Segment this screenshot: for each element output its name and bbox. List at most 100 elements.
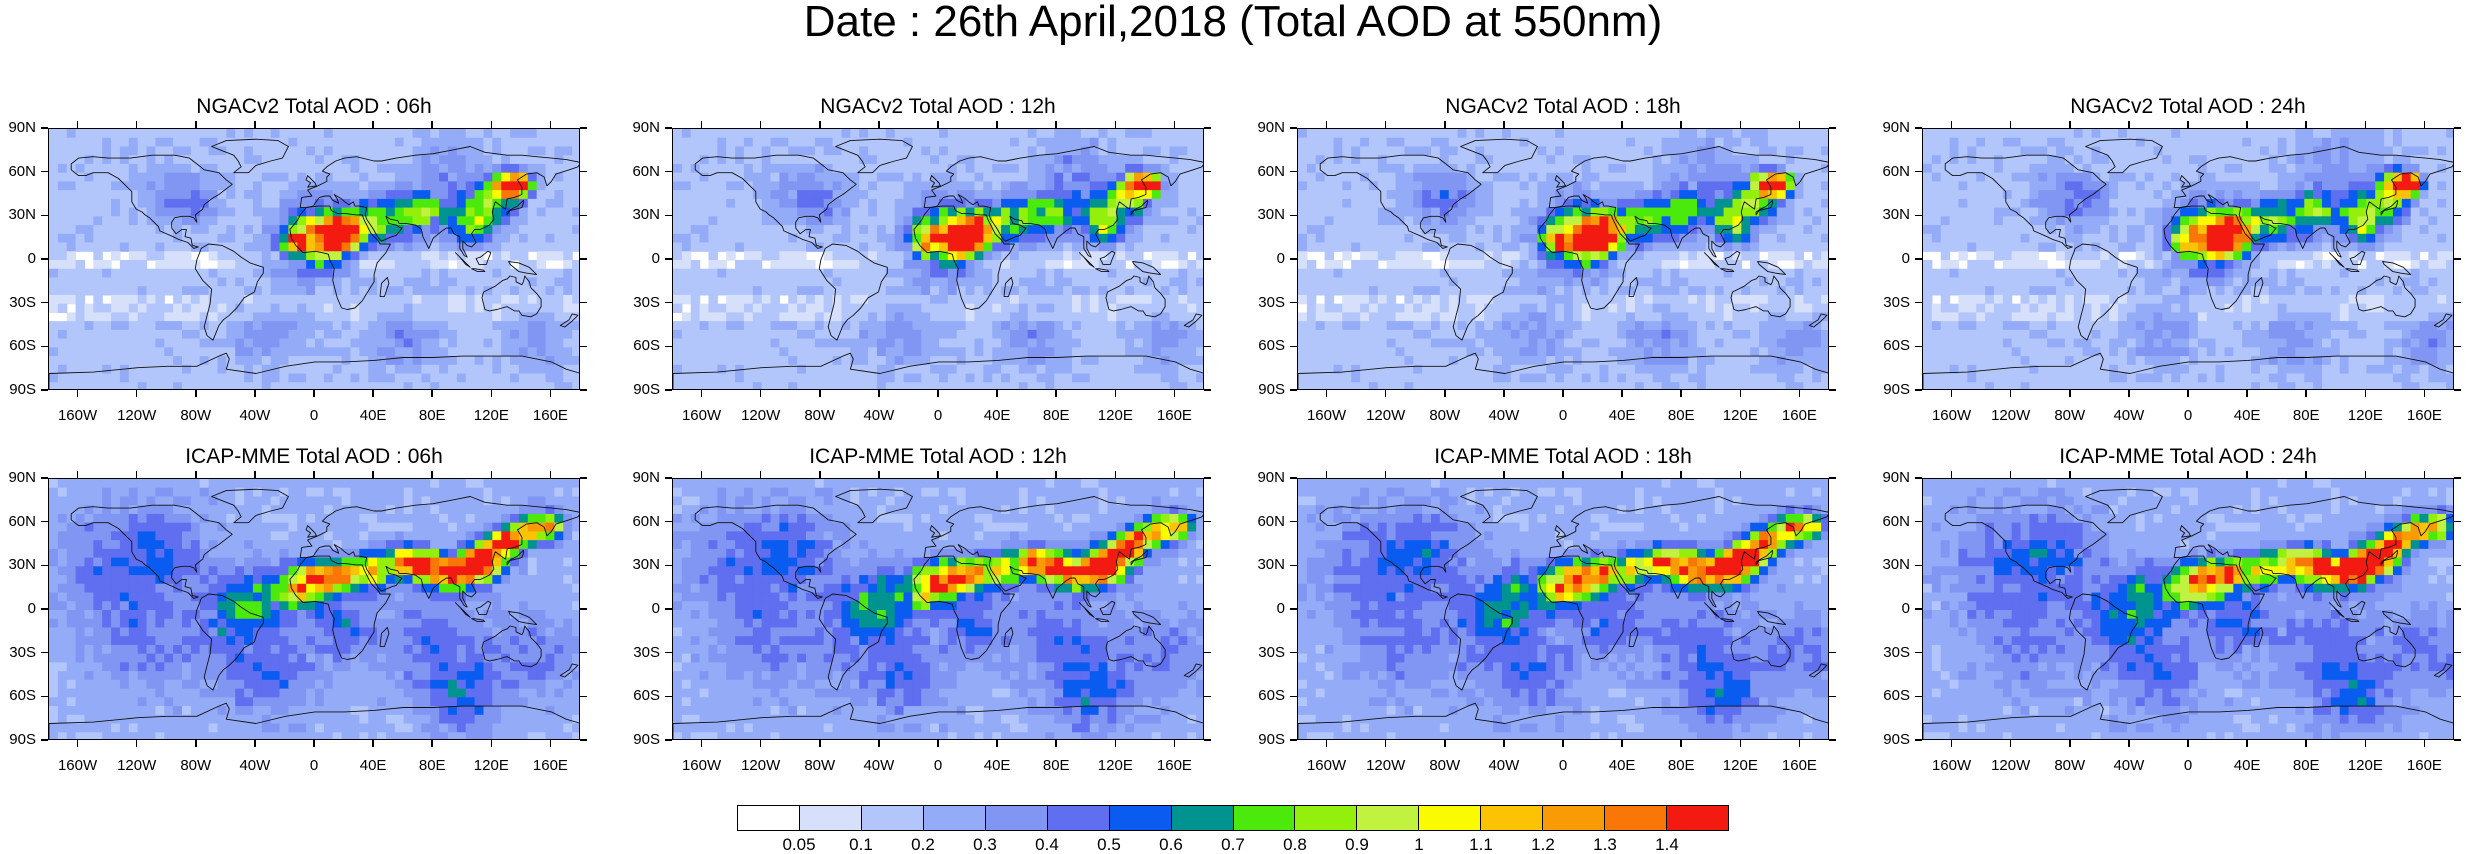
lat-tick (665, 170, 672, 173)
lon-tick (1798, 121, 1801, 128)
lon-tick (2364, 390, 2367, 397)
lon-tick (135, 390, 138, 397)
lon-label: 120W (117, 407, 157, 424)
lat-tick (580, 695, 587, 698)
lat-tick (41, 389, 48, 391)
coastline (1923, 352, 2453, 389)
lat-tick (1204, 301, 1211, 304)
lon-label: 160E (1156, 407, 1192, 424)
coastline (1130, 199, 1148, 216)
lat-label: 0 (27, 600, 36, 617)
coastline (49, 702, 579, 739)
coastline (481, 625, 542, 668)
coastline (1730, 275, 1791, 318)
lon-tick (1384, 740, 1387, 747)
lat-tick (1915, 739, 1922, 741)
lat-tick (41, 258, 48, 260)
coastline (194, 243, 264, 341)
lon-tick (1680, 740, 1682, 747)
colorbar-box (1667, 806, 1728, 830)
lat-label: 60S (1883, 687, 1910, 705)
lat-tick (1290, 520, 1297, 523)
lat-tick (580, 301, 587, 304)
lat-tick (1915, 345, 1922, 348)
lon-tick (878, 740, 880, 747)
lat-label: 30N (1257, 556, 1285, 574)
lat-tick (1829, 695, 1836, 698)
aod-field (1298, 479, 1828, 739)
lon-label: 120E (473, 407, 509, 424)
lon-tick (76, 471, 79, 478)
lon-label: 160E (1156, 757, 1192, 774)
lat-label: 0 (651, 600, 660, 617)
lat-label: 90S (633, 381, 660, 398)
lon-tick (1503, 740, 1505, 747)
lon-tick (878, 390, 880, 397)
lon-tick (1173, 390, 1176, 397)
lat-tick (580, 608, 587, 610)
lon-label: 160W (57, 407, 98, 424)
aod-map (1923, 479, 2453, 739)
lon-tick (2128, 471, 2130, 478)
lon-tick (1384, 390, 1387, 397)
map-frame (672, 478, 1204, 740)
aod-map (673, 129, 1203, 389)
lon-tick (937, 740, 939, 747)
lat-tick (1204, 520, 1211, 523)
aod-field (673, 479, 1203, 739)
coastline (2173, 146, 2453, 258)
lon-tick (490, 390, 493, 397)
lat-tick (1915, 520, 1922, 523)
lon-tick (2128, 740, 2130, 747)
lat-tick (1829, 258, 1836, 260)
lon-tick (996, 121, 998, 128)
lon-tick (1055, 471, 1057, 478)
lat-tick (1290, 389, 1297, 391)
lat-label: 60S (1258, 337, 1285, 355)
coastline (1105, 275, 1166, 318)
lon-tick (431, 121, 433, 128)
coastline (49, 352, 579, 389)
lat-tick (665, 389, 672, 391)
lon-tick (313, 471, 315, 478)
lon-tick (372, 471, 374, 478)
coastline (211, 488, 289, 524)
map-frame (672, 128, 1204, 390)
lat-label: 90S (1258, 381, 1285, 398)
lat-tick (1915, 608, 1922, 610)
coastline (1757, 261, 1787, 276)
coastline (299, 496, 579, 608)
coastline (1130, 549, 1148, 566)
lon-tick (2423, 121, 2426, 128)
coastline (1923, 702, 2453, 739)
lat-tick (2454, 389, 2461, 391)
coastline (694, 504, 857, 599)
lat-tick (665, 477, 672, 479)
lat-label: 60N (1882, 512, 1910, 530)
coastline (2349, 600, 2366, 615)
coastline (1554, 525, 1566, 538)
lat-label: 60N (1882, 162, 1910, 180)
coastline (929, 525, 941, 538)
lat-label: 90N (632, 469, 660, 486)
coastline (211, 138, 289, 174)
lon-label: 160W (681, 407, 722, 424)
aod-map (49, 479, 579, 739)
lat-label: 0 (651, 250, 660, 267)
lon-label: 120E (1097, 757, 1133, 774)
lon-tick (937, 471, 939, 478)
lon-tick (1562, 121, 1564, 128)
lon-tick (1503, 121, 1505, 128)
coastline (2345, 268, 2360, 273)
coastline (1132, 611, 1162, 626)
lat-tick (580, 389, 587, 391)
lon-tick (76, 390, 79, 397)
map-frame (48, 128, 580, 390)
colorbar-box (985, 806, 1048, 830)
aod-map (1298, 129, 1828, 389)
coastline (1808, 313, 1828, 328)
lon-tick (195, 121, 197, 128)
lat-tick (1915, 564, 1922, 567)
lon-tick (1621, 121, 1623, 128)
lon-tick (2069, 740, 2071, 747)
